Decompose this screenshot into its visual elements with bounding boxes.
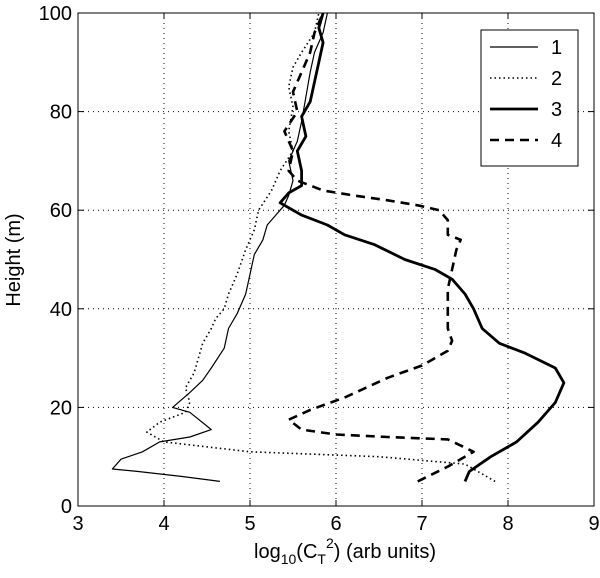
y-axis-label: Height (m) [3, 213, 25, 306]
legend-label-1: 1 [551, 37, 562, 59]
legend: 1 2 3 4 [480, 29, 579, 167]
series-2-line [146, 12, 496, 483]
y-tick-label: 20 [50, 397, 72, 419]
x-axis-label-sup: 2 [326, 535, 334, 551]
x-axis-label-mid: (C [296, 541, 317, 563]
legend-label-3: 3 [551, 99, 562, 121]
legend-label-2: 2 [551, 68, 562, 90]
x-tick-label: 3 [72, 513, 83, 535]
y-tick-label: 0 [61, 496, 72, 518]
x-axis-label-sub: 10 [281, 551, 297, 567]
y-tick-label: 100 [39, 3, 72, 25]
x-tick-label: 9 [588, 513, 599, 535]
series-lines [111, 12, 566, 483]
tick-labels: 3 4 5 6 7 8 9 0 20 40 60 80 100 [39, 3, 600, 535]
x-tick-label: 8 [502, 513, 513, 535]
series-1-line [111, 12, 328, 482]
x-tick-label: 6 [330, 513, 341, 535]
x-axis-label-pre: log [254, 541, 281, 563]
legend-box [480, 29, 579, 167]
x-axis-label: log10(CT2) (arb units) [254, 535, 436, 567]
y-tick-label: 40 [50, 299, 72, 321]
x-tick-label: 7 [416, 513, 427, 535]
x-tick-label: 4 [158, 513, 169, 535]
x-axis-label-post: ) (arb units) [334, 541, 436, 563]
x-tick-label: 5 [244, 513, 255, 535]
x-axis-label-tsub: T [317, 551, 326, 567]
series-3-line [278, 12, 566, 482]
legend-label-4: 4 [551, 130, 562, 152]
y-tick-label: 60 [50, 200, 72, 222]
series-4-line [283, 12, 475, 483]
y-tick-label: 80 [50, 102, 72, 124]
axes [77, 12, 595, 507]
